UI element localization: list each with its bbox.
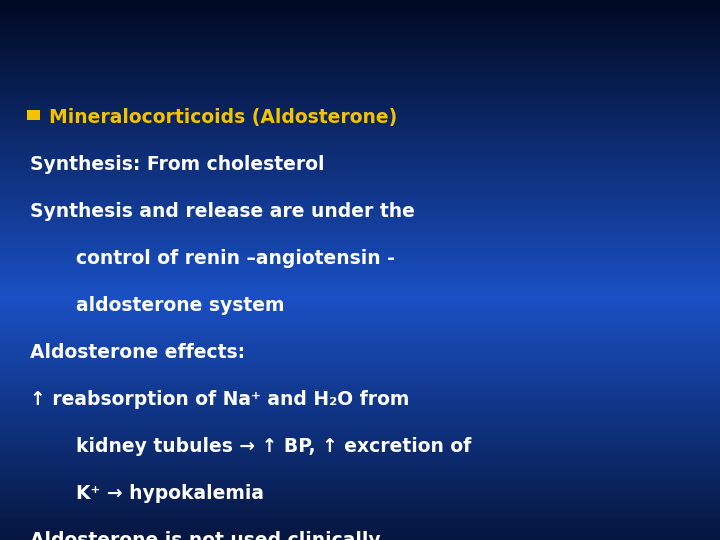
Text: aldosterone system: aldosterone system (76, 296, 284, 315)
Text: ↑ reabsorption of Na⁺ and H₂O from: ↑ reabsorption of Na⁺ and H₂O from (30, 390, 410, 409)
Text: control of renin –angiotensin -: control of renin –angiotensin - (76, 249, 395, 268)
Text: Mineralocorticoids (Aldosterone): Mineralocorticoids (Aldosterone) (49, 108, 397, 127)
Text: Synthesis and release are under the: Synthesis and release are under the (30, 202, 415, 221)
FancyBboxPatch shape (27, 110, 40, 120)
Text: Synthesis: From cholesterol: Synthesis: From cholesterol (30, 155, 325, 174)
Text: Aldosterone is not used clinically: Aldosterone is not used clinically (30, 531, 381, 540)
Text: K⁺ → hypokalemia: K⁺ → hypokalemia (76, 484, 264, 503)
Text: kidney tubules → ↑ BP, ↑ excretion of: kidney tubules → ↑ BP, ↑ excretion of (76, 437, 471, 456)
Text: Aldosterone effects:: Aldosterone effects: (30, 343, 246, 362)
